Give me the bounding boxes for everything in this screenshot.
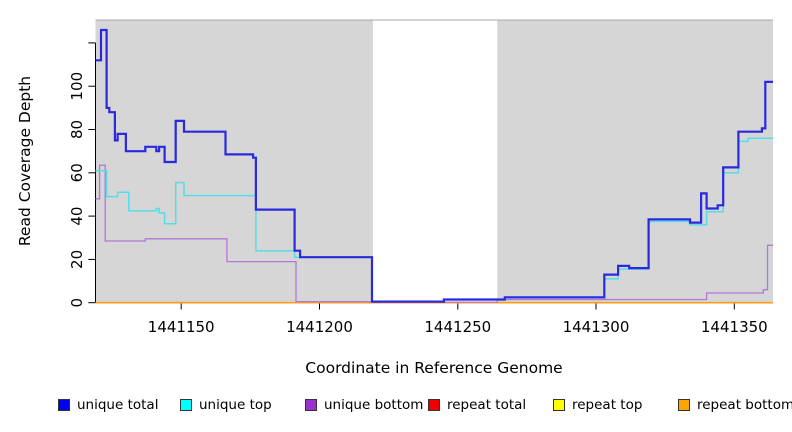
unique-top-swatch [180,398,192,411]
series-unique-bottom-line [95,164,773,303]
legend-item-unique-top: unique top [180,396,272,413]
unique-bottom-label: unique bottom [324,396,424,413]
y-tick-label: 80 [68,120,86,139]
x-tick-label: 1441150 [148,318,215,336]
unique-top-label: unique top [199,396,272,413]
legend-item-unique-bottom: unique bottom [305,396,424,413]
legend-item-repeat-bottom: repeat bottom [678,396,792,413]
y-tick-label: 100 [68,72,86,101]
legend-item-unique-total: unique total [58,396,159,413]
x-tick-label: 1441250 [424,318,491,336]
y-axis-title: Read Coverage Depth [16,76,34,246]
y-tick-label: 60 [68,163,86,182]
y-tick-label: 20 [68,250,86,269]
repeat-bottom-label: repeat bottom [697,396,792,413]
x-axis-title: Coordinate in Reference Genome [305,359,562,377]
y-tick-label: 40 [68,207,86,226]
legend-item-repeat-total: repeat total [428,396,527,413]
repeat-top-label: repeat top [572,396,643,413]
repeat-total-label: repeat total [447,396,527,413]
x-tick-label: 1441200 [286,318,353,336]
unique-total-label: unique total [77,396,159,413]
series-lines [95,28,773,304]
series-unique-total-line [95,28,773,303]
unique-total-swatch [58,398,70,411]
axes: 1441150 1441200 1441250 1441300 1441350 0 20 40… [68,42,773,336]
x-tick-label: 1441350 [701,318,768,336]
repeat-top-swatch [553,398,565,411]
unique-bottom-swatch [305,398,317,411]
legend-item-repeat-top: repeat top [553,396,643,413]
repeat-bottom-swatch [678,398,690,411]
x-tick-label: 1441300 [563,318,630,336]
y-tick-label: 0 [68,298,86,308]
panel-background [95,19,773,303]
coverage-shade-region [497,20,773,303]
coverage-shade-region [95,20,373,303]
repeat-total-swatch [428,398,440,411]
